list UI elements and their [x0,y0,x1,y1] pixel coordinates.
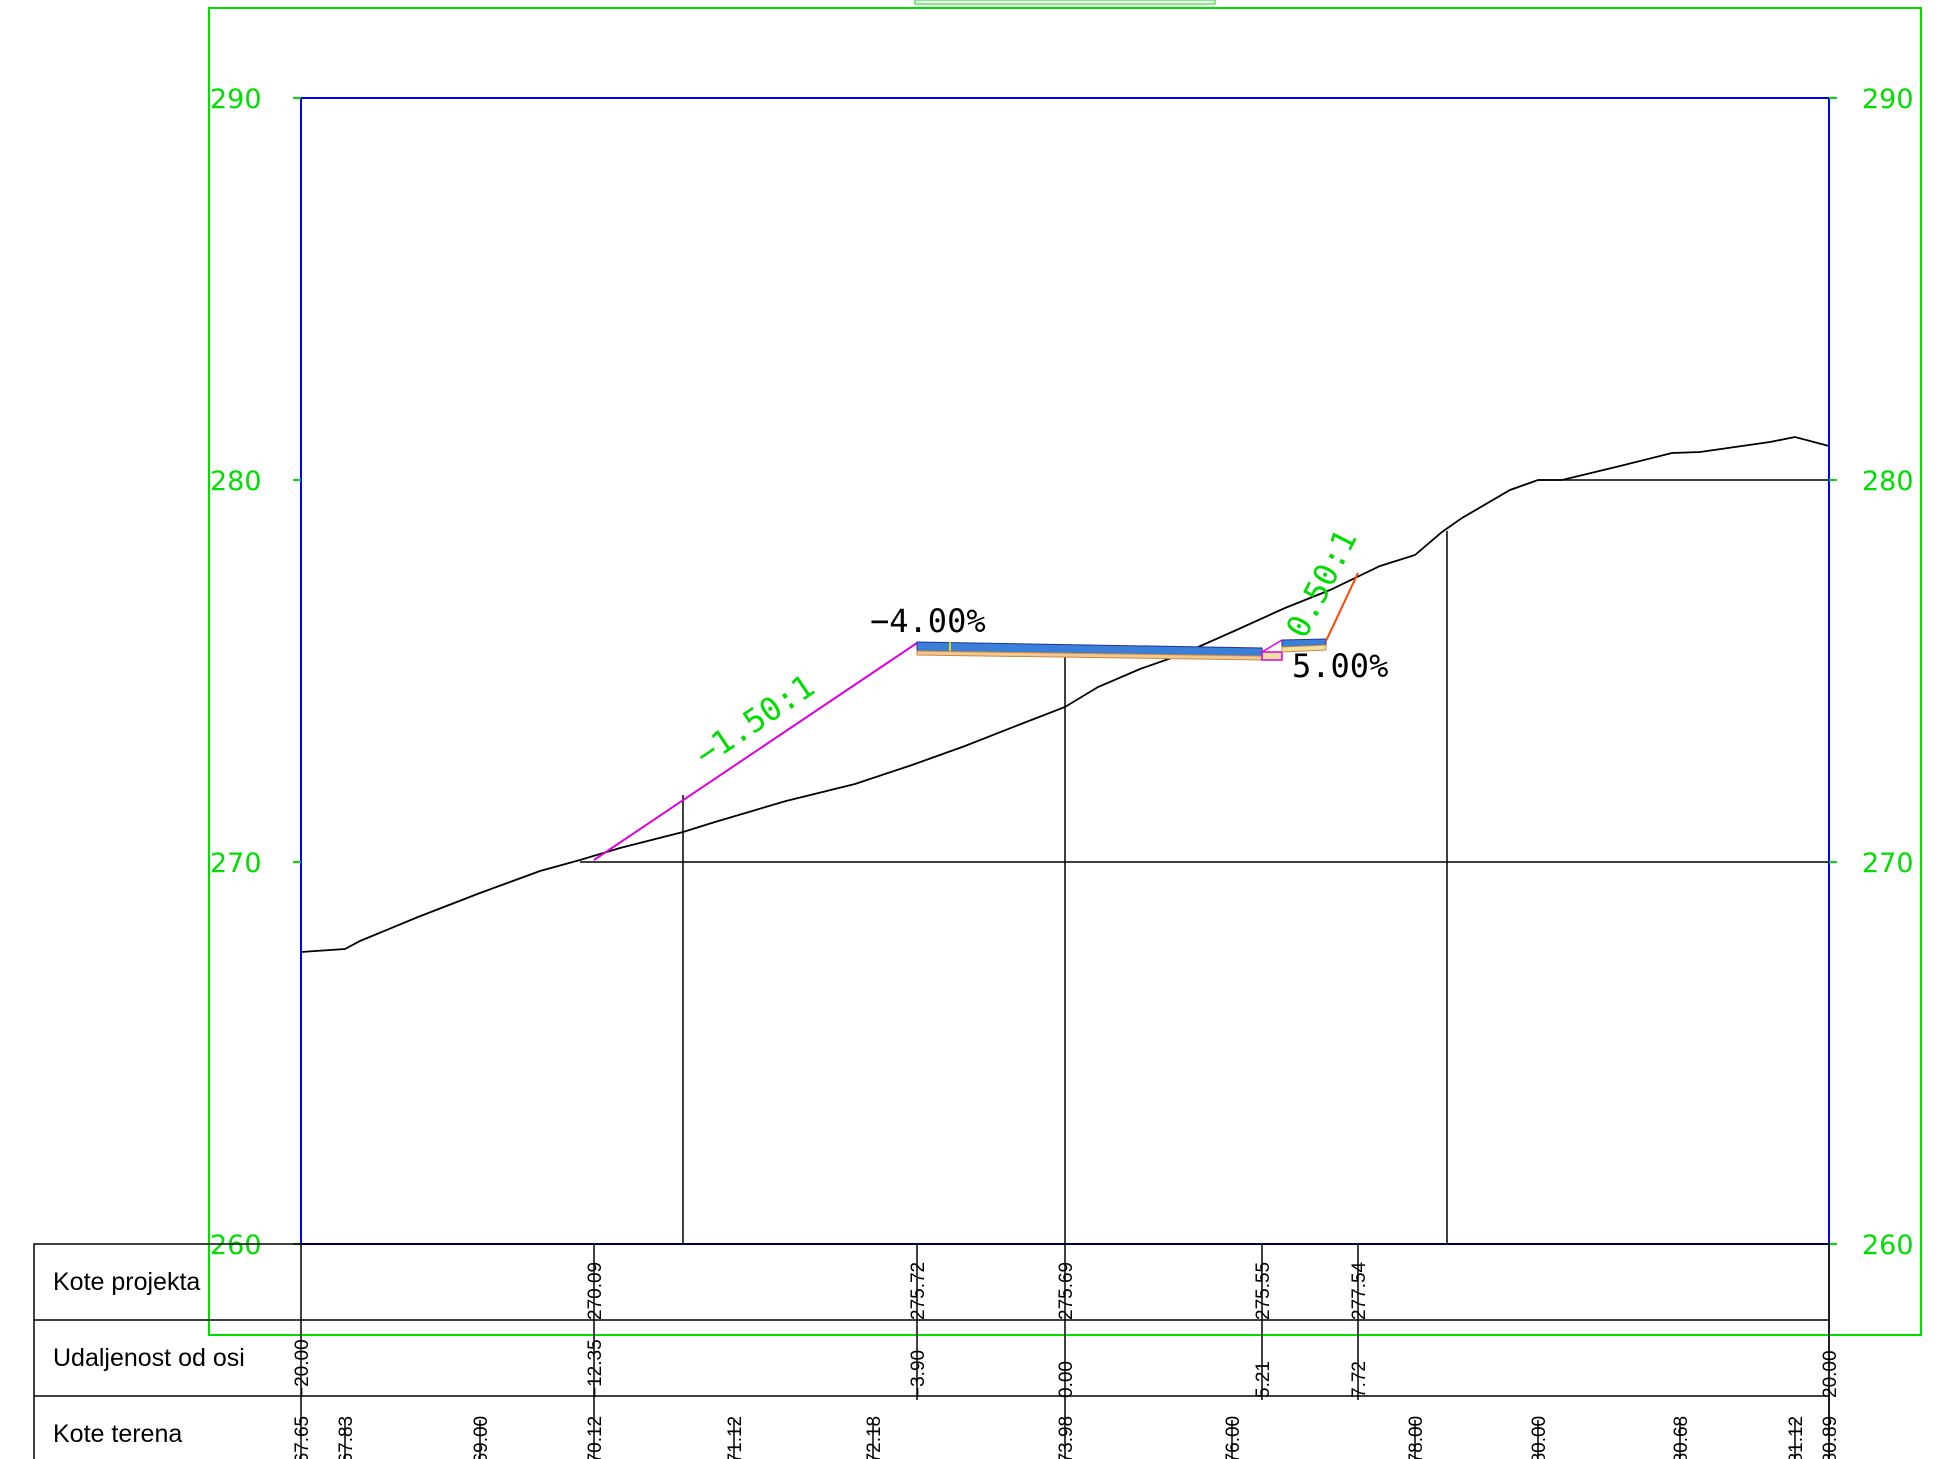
ground-value: 280.68 [1671,1416,1692,1459]
table-columns: −20.00 267.65 267.83 269.00 270.09 −12.3… [292,1244,1841,1459]
project-value: 270.09 [585,1262,606,1320]
project-value: 275.72 [908,1262,929,1320]
cut-slope-right [1325,572,1359,642]
elev-label-left-270: 270 [210,848,262,879]
elevation-ticks [293,97,1837,1245]
offset-value: 7.72 [1349,1361,1370,1398]
project-value: 275.69 [1056,1262,1077,1320]
ground-value: 267.65 [292,1416,313,1459]
ground-value: 276.00 [1223,1416,1244,1459]
ground-value: 269.00 [471,1416,492,1459]
row-label-udaljenost: Udaljenost od osi [53,1344,245,1372]
row-label-kote-terena: Kote terena [53,1420,182,1448]
ground-value: 272.18 [864,1416,885,1459]
fill-slope-left [593,642,918,861]
offset-value: −12.35 [585,1339,606,1398]
ground-value: 278.00 [1406,1416,1427,1459]
pavement-structure [916,638,1327,661]
ground-value: 273.98 [1056,1416,1077,1459]
slope-label-right: 0.50:1 [1278,523,1364,643]
elev-label-left-280: 280 [210,466,262,497]
offset-value: 5.21 [1253,1361,1274,1398]
station-lines [682,531,1448,1244]
elev-label-left-260: 260 [210,1230,262,1261]
grade-label-right: 5.00% [1292,647,1388,685]
ground-value: 270.12 [585,1416,606,1459]
title-box [914,0,1216,5]
elev-label-right-260: 260 [1862,1230,1914,1261]
ground-value: 271.12 [725,1416,746,1459]
terrain-line [300,436,1830,953]
offset-value: 0.00 [1056,1361,1077,1398]
grade-label-left: −4.00% [870,602,986,640]
offset-value: −3.90 [908,1350,929,1398]
offset-value: −20.00 [292,1339,313,1398]
elev-label-left-290: 290 [210,84,262,115]
project-value: 277.54 [1349,1261,1370,1320]
ground-value: 281.12 [1786,1416,1807,1459]
ground-value: 280.89 [1820,1416,1841,1459]
row-label-kote-projekta: Kote projekta [53,1268,200,1296]
project-value: 275.55 [1253,1262,1274,1320]
elev-label-right-270: 270 [1862,848,1914,879]
ground-value: 267.83 [336,1416,357,1459]
ground-value: 280.00 [1529,1416,1550,1459]
elev-label-right-290: 290 [1862,84,1914,115]
offset-value: 20.00 [1820,1350,1841,1398]
elev-label-right-280: 280 [1862,466,1914,497]
